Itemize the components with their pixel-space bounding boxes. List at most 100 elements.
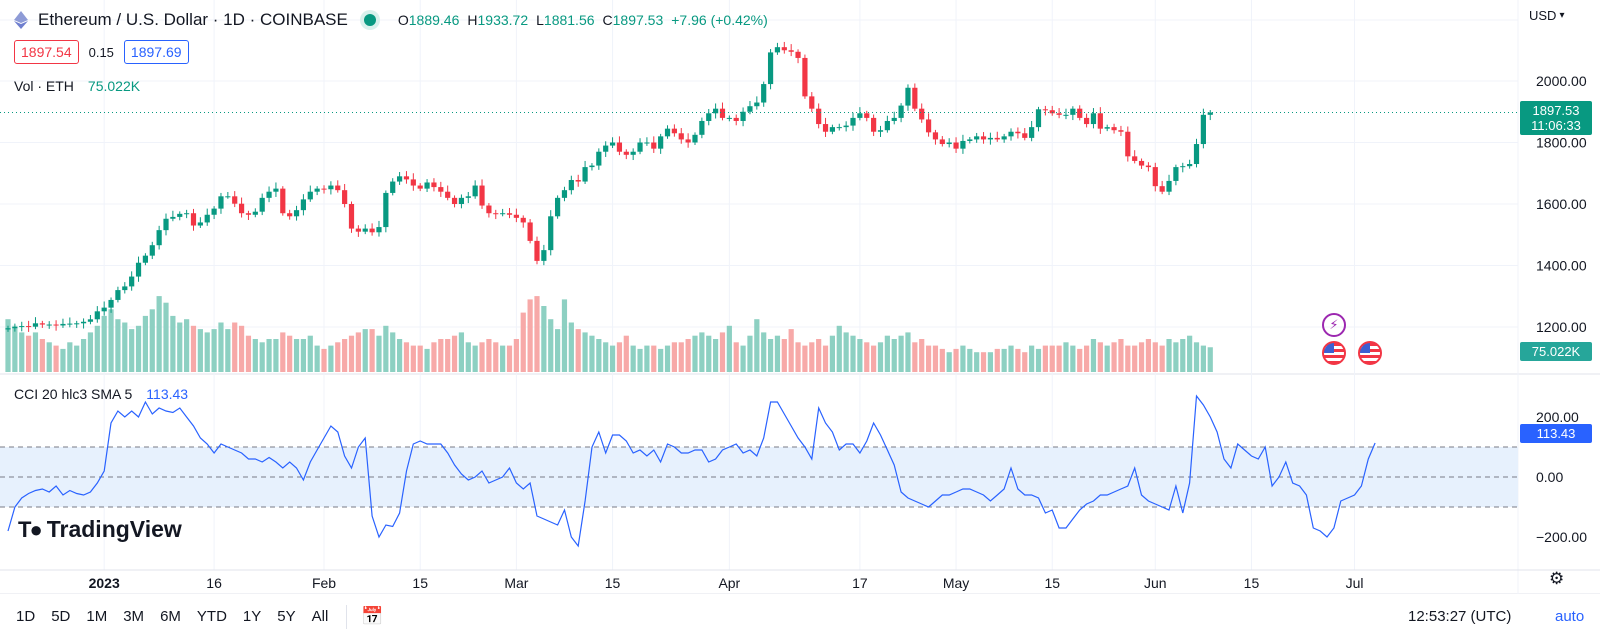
candle — [843, 121, 849, 132]
candle — [101, 301, 107, 316]
volume-bar — [46, 342, 52, 372]
candle — [1193, 138, 1200, 168]
candle — [273, 182, 279, 197]
candle — [445, 185, 451, 201]
timeframe-5y[interactable]: 5Y — [277, 608, 296, 625]
sell-button[interactable]: 1897.54 — [14, 40, 79, 64]
cci-label: CCI 20 hlc3 SMA 5 — [14, 386, 133, 402]
timeframe-6m[interactable]: 6M — [160, 608, 181, 625]
candle — [596, 148, 602, 170]
date-range-icon[interactable]: 📅 — [361, 606, 384, 626]
chart-canvas[interactable]: 2023 16 Feb 15 Mar 15 Apr 17 May 15 Jun 15 Jul 2000.0… — [0, 0, 1600, 594]
volume-legend[interactable]: Vol · ETH 75.022K — [14, 78, 140, 94]
volume-value: 75.022K — [87, 78, 141, 94]
currency-selector[interactable]: USD ▾ — [1529, 8, 1564, 23]
candle — [238, 197, 245, 218]
symbol-title[interactable]: Ethereum / U.S. Dollar · 1D · COINBASE — [38, 10, 348, 29]
volume-bar — [857, 339, 863, 372]
tradingview-logo[interactable]: T● TradingView — [18, 516, 182, 543]
volume-bar — [548, 319, 554, 372]
volume-bar — [53, 345, 59, 372]
candle — [1022, 128, 1028, 141]
candle — [589, 163, 595, 171]
volume-bar — [60, 348, 66, 372]
candle-body — [575, 180, 581, 182]
candle — [355, 225, 361, 237]
candle-body — [1001, 136, 1007, 140]
volume-bar — [513, 339, 519, 372]
candle — [974, 132, 980, 143]
candle-body — [204, 214, 210, 223]
volume-bar — [1159, 345, 1165, 372]
candle-body — [12, 327, 18, 329]
candle-body — [644, 142, 650, 144]
auto-scale-toggle[interactable]: auto — [1555, 608, 1585, 625]
volume-bar — [609, 345, 616, 372]
candle-body — [616, 142, 623, 152]
candle — [685, 133, 691, 148]
candle — [747, 100, 753, 115]
volume-bar — [946, 352, 952, 372]
volume-bar — [307, 335, 313, 372]
volume-bar — [747, 335, 753, 372]
timeframe-ytd[interactable]: YTD — [196, 608, 227, 625]
buy-button[interactable]: 1897.69 — [123, 40, 189, 64]
cci-tick-label: 0.00 — [1536, 469, 1563, 485]
candle — [1125, 126, 1131, 162]
timeframe-1m[interactable]: 1M — [86, 608, 108, 625]
timeframe-5d[interactable]: 5D — [51, 608, 71, 625]
candle-body — [987, 137, 994, 140]
timeframe-1y[interactable]: 1Y — [242, 608, 262, 625]
candle — [658, 133, 664, 154]
volume-bar — [80, 339, 87, 372]
volume-bar — [761, 332, 767, 372]
y-tick-label: 1200.00 — [1536, 319, 1587, 335]
volume-bar — [692, 335, 698, 372]
candle — [1173, 164, 1179, 186]
timeframe-all[interactable]: All — [311, 608, 329, 625]
timeframe-1d[interactable]: 1D — [16, 608, 36, 625]
candle — [891, 111, 897, 125]
symbol-legend[interactable]: Ethereum / U.S. Dollar · 1D · COINBASE O… — [14, 10, 768, 30]
candle — [871, 114, 877, 137]
candle-body — [1118, 130, 1124, 132]
volume-bar — [266, 339, 272, 372]
candle — [12, 323, 18, 332]
candle — [733, 114, 739, 126]
candle-body — [1187, 164, 1193, 167]
chevron-down-icon: ▾ — [1559, 10, 1565, 21]
utc-clock[interactable]: 12:53:27 (UTC) — [1408, 608, 1512, 625]
candle — [1152, 162, 1158, 192]
market-status-icon[interactable] — [363, 14, 376, 26]
last-price: 1897.53 — [1532, 103, 1580, 118]
candle — [67, 317, 73, 328]
candle-body — [142, 255, 148, 263]
candle — [1166, 174, 1172, 196]
lightning-icon[interactable]: ⚡ — [1322, 313, 1346, 337]
us-flag-icon[interactable] — [1358, 341, 1382, 365]
candle-body — [218, 196, 224, 209]
candle — [300, 194, 307, 216]
candle — [555, 195, 561, 219]
timeframe-3m[interactable]: 3M — [123, 608, 145, 625]
candle — [713, 103, 719, 119]
volume-bar — [740, 345, 746, 372]
candle-body — [60, 323, 66, 326]
candle — [342, 184, 348, 208]
candle — [506, 207, 513, 219]
cci-legend[interactable]: CCI 20 hlc3 SMA 5 113.43 — [14, 386, 188, 402]
low-label: L — [536, 12, 544, 28]
candle — [328, 181, 334, 195]
volume-bar — [1056, 345, 1062, 372]
us-flag-icon[interactable] — [1322, 341, 1346, 365]
candle-body — [843, 125, 849, 128]
candle-body — [733, 117, 739, 121]
settings-icon[interactable]: ⚙ — [1549, 569, 1565, 588]
candle — [149, 241, 155, 260]
candle — [424, 179, 430, 193]
candle — [369, 223, 375, 236]
candle — [1077, 105, 1083, 121]
candle-body — [719, 108, 726, 118]
volume-bar — [19, 332, 25, 372]
candle — [987, 132, 994, 145]
